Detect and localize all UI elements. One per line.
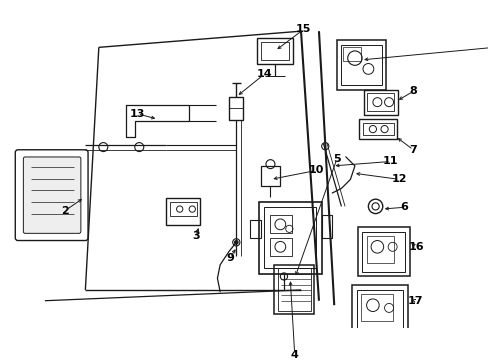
Bar xyxy=(343,48,361,61)
Text: 15: 15 xyxy=(295,24,311,34)
Text: 2: 2 xyxy=(61,206,68,216)
Bar xyxy=(229,97,243,120)
Bar xyxy=(258,202,321,274)
Bar xyxy=(321,215,332,238)
Text: 17: 17 xyxy=(407,296,422,306)
Bar xyxy=(264,207,316,269)
Bar xyxy=(260,42,289,60)
Text: 11: 11 xyxy=(382,157,398,166)
Bar xyxy=(269,215,291,233)
Text: 16: 16 xyxy=(408,242,424,252)
FancyBboxPatch shape xyxy=(23,157,81,233)
Bar xyxy=(366,236,393,263)
Bar xyxy=(260,166,280,186)
Bar xyxy=(277,269,310,311)
Text: 8: 8 xyxy=(408,86,416,96)
Text: 9: 9 xyxy=(225,253,233,262)
Text: 12: 12 xyxy=(391,175,407,184)
Text: 4: 4 xyxy=(290,350,298,360)
Text: 5: 5 xyxy=(332,154,340,164)
Circle shape xyxy=(234,240,238,244)
Bar xyxy=(166,198,200,225)
Bar xyxy=(362,231,405,272)
Bar xyxy=(269,238,291,256)
Bar xyxy=(273,265,314,314)
Text: 10: 10 xyxy=(308,166,324,175)
Bar xyxy=(169,202,196,216)
Text: 6: 6 xyxy=(400,202,407,212)
Bar xyxy=(257,39,292,63)
Bar xyxy=(363,90,397,115)
Text: 13: 13 xyxy=(129,109,145,119)
Bar xyxy=(249,220,260,238)
Bar xyxy=(362,123,393,135)
Text: 14: 14 xyxy=(256,69,271,79)
Text: 7: 7 xyxy=(408,145,416,155)
Bar xyxy=(336,40,386,90)
Bar xyxy=(357,227,409,276)
Bar xyxy=(367,93,394,111)
Bar xyxy=(359,119,396,139)
Bar xyxy=(341,45,381,85)
Bar xyxy=(361,294,392,321)
Bar xyxy=(351,285,407,335)
Bar xyxy=(356,290,403,330)
FancyBboxPatch shape xyxy=(15,150,88,240)
Text: 3: 3 xyxy=(192,231,199,241)
